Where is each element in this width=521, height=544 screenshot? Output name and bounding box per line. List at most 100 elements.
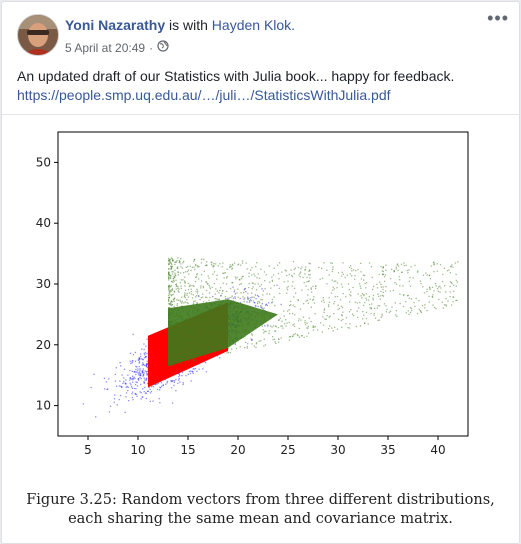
green-point [407,310,409,312]
green-point [451,264,453,266]
green-point [380,283,382,285]
green-point [206,296,208,299]
green-point [222,329,224,331]
green-point [192,302,195,304]
post-link[interactable]: https://people.smp.uq.edu.au/…/juli…/Sta… [17,87,391,103]
green-point [389,310,392,312]
green-point [179,342,181,344]
green-point [168,349,170,351]
green-point [226,276,228,278]
green-point [215,298,217,300]
blue-point [146,363,148,366]
green-point [402,305,405,308]
blue-point [142,370,144,372]
green-point [182,316,184,318]
blue-point [202,368,204,370]
green-point [362,311,364,313]
green-point [260,340,262,342]
green-point [399,279,401,281]
green-point [168,329,170,331]
green-point [439,285,441,287]
green-point [452,301,454,303]
green-point [221,335,223,337]
green-point [169,352,171,354]
green-point [287,310,289,312]
green-point [328,274,330,276]
green-point [180,258,182,260]
green-point [177,336,180,338]
green-point [177,349,179,351]
green-point [223,277,225,279]
green-point [360,278,363,280]
green-point [259,285,261,287]
blue-point [255,305,257,307]
green-point [192,353,194,356]
globe-icon[interactable] [157,40,169,55]
green-point [207,283,209,285]
green-point [294,333,296,335]
blue-point [260,306,262,308]
green-point [380,286,382,288]
avatar[interactable] [17,14,59,56]
green-point [172,293,174,296]
green-point [364,282,366,285]
more-options-icon[interactable]: ••• [487,8,509,28]
green-point [218,298,220,300]
author-link[interactable]: Yoni Nazarathy [65,17,166,33]
green-point [176,299,178,301]
green-point [168,314,170,316]
green-point [184,280,186,282]
green-point [207,337,209,339]
blue-point [227,297,229,300]
green-point [405,264,407,266]
blue-point [194,367,197,370]
blue-point [146,338,148,340]
green-point [327,304,330,306]
green-point [382,273,385,275]
green-point [251,266,253,269]
green-point [286,289,289,291]
green-point [382,295,384,297]
green-point [426,288,428,290]
green-point [179,359,182,361]
green-point [359,325,362,327]
green-point [436,263,438,265]
green-point [212,308,214,310]
x-tick-label: 5 [84,443,92,457]
green-point [196,303,198,306]
blue-point [131,387,134,389]
tagged-user-link[interactable]: Hayden Klok. [211,17,296,33]
green-point [309,269,311,272]
blue-point [203,361,205,363]
green-point [417,312,419,315]
green-point [205,289,208,292]
blue-point [254,305,257,307]
green-point [355,270,357,272]
blue-point [161,385,163,387]
green-point [307,294,309,296]
green-point [169,291,171,293]
green-point [221,328,223,330]
green-point [168,276,170,278]
green-point [293,323,295,325]
green-point [189,355,192,358]
green-point [400,263,403,265]
blue-point [170,380,173,382]
green-point [403,262,405,264]
green-point [433,264,435,266]
green-point [187,339,189,341]
green-point [435,308,437,310]
green-point [209,324,211,326]
green-point [170,303,172,305]
green-point [410,309,413,312]
blue-point [232,286,234,288]
green-point [169,347,171,349]
figure-image[interactable]: 5 10 15 20 25 30 35 40 10 20 30 40 50 Figure 3.25: R… [2,115,519,543]
green-point [171,273,174,275]
timestamp[interactable]: 5 April at 20:49 [65,40,146,55]
blue-point [254,294,257,296]
green-point [363,314,365,316]
green-point [219,325,221,327]
